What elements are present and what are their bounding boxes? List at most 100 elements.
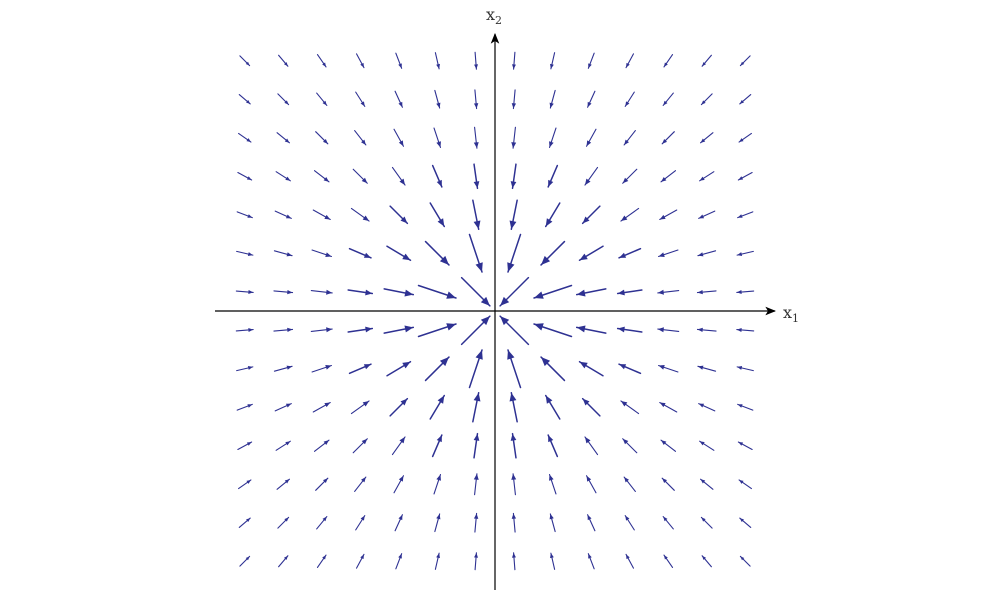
- field-arrow-head: [582, 216, 590, 224]
- field-arrow-head: [473, 392, 481, 402]
- field-arrow: [660, 170, 677, 183]
- field-arrow: [700, 93, 713, 106]
- field-arrow: [310, 289, 333, 295]
- field-arrow-head: [740, 61, 745, 66]
- field-arrow-head: [702, 555, 706, 560]
- field-arrow-head: [286, 365, 293, 370]
- field-arrow: [354, 129, 367, 146]
- field-arrow: [355, 515, 366, 531]
- field-arrow-head: [245, 61, 250, 66]
- field-arrow-head: [398, 475, 404, 482]
- field-arrow: [391, 166, 406, 186]
- field-arrow-head: [363, 252, 371, 258]
- field-arrow-head: [246, 479, 251, 484]
- field-arrow: [587, 52, 595, 69]
- field-arrow: [696, 289, 717, 295]
- field-arrow-head: [439, 255, 449, 265]
- field-arrow-head: [586, 140, 592, 147]
- field-arrow-head: [500, 316, 510, 326]
- field-arrow: [499, 315, 530, 346]
- field-arrow: [550, 552, 556, 570]
- field-arrow-head: [663, 555, 668, 560]
- field-arrow-head: [436, 179, 442, 187]
- field-arrow-head: [584, 178, 591, 186]
- field-arrow: [511, 473, 517, 496]
- field-arrow: [699, 478, 714, 490]
- field-arrow: [316, 54, 327, 68]
- field-arrow: [235, 327, 254, 332]
- field-arrow-head: [511, 142, 517, 149]
- field-arrow-head: [323, 177, 329, 182]
- field-arrow: [352, 438, 368, 454]
- field-arrow-head: [446, 323, 456, 331]
- field-arrow: [511, 51, 516, 70]
- field-arrow: [434, 89, 441, 109]
- field-arrow: [618, 247, 642, 259]
- field-arrow: [737, 403, 754, 411]
- field-arrow-head: [702, 62, 706, 67]
- field-arrow-head: [738, 176, 744, 180]
- field-arrow: [313, 439, 330, 452]
- field-arrow: [310, 327, 333, 333]
- field-arrow: [540, 240, 566, 266]
- field-arrow: [417, 323, 457, 338]
- field-arrow-head: [285, 403, 292, 408]
- field-arrow-head: [626, 62, 630, 68]
- field-arrow-head: [246, 442, 252, 446]
- field-arrow-head: [324, 214, 331, 220]
- field-arrow: [316, 554, 327, 568]
- field-arrow-head: [322, 478, 328, 484]
- field-arrow: [736, 366, 754, 372]
- field-arrow-head: [363, 364, 371, 370]
- field-arrow-head: [322, 100, 327, 106]
- field-arrow-head: [284, 138, 290, 143]
- field-arrow-head: [736, 290, 742, 295]
- field-arrow: [587, 514, 596, 532]
- field-arrow-head: [737, 252, 743, 256]
- field-arrow-head: [473, 433, 480, 441]
- field-arrow-head: [657, 289, 664, 295]
- field-arrow-head: [436, 102, 441, 109]
- field-arrow: [348, 363, 372, 375]
- field-arrow-head: [480, 296, 490, 306]
- x-axis-label: x1: [783, 303, 799, 325]
- field-arrow-head: [657, 327, 664, 333]
- field-arrow: [393, 128, 405, 147]
- field-arrow-head: [284, 479, 290, 484]
- field-arrow-head: [248, 327, 254, 332]
- field-arrow: [587, 553, 595, 570]
- field-arrow-head: [548, 179, 554, 187]
- field-arrow: [701, 54, 712, 67]
- field-arrow: [584, 166, 599, 186]
- field-arrow: [316, 515, 328, 530]
- field-arrow-head: [436, 553, 440, 559]
- field-arrow-head: [404, 289, 414, 297]
- field-arrow-head: [582, 398, 590, 406]
- field-arrow: [736, 250, 754, 256]
- field-arrow-head: [697, 365, 704, 370]
- field-arrow: [274, 210, 292, 219]
- field-arrow: [312, 209, 331, 221]
- field-arrow: [316, 92, 328, 106]
- field-arrow-head: [550, 553, 554, 559]
- field-arrow-head: [737, 366, 743, 370]
- field-arrow: [275, 171, 291, 182]
- field-arrow-head: [511, 64, 516, 70]
- field-arrow-head: [579, 253, 588, 261]
- field-arrow: [238, 94, 251, 105]
- field-arrow-head: [246, 138, 251, 143]
- field-arrow: [548, 127, 557, 148]
- field-arrow-head: [322, 555, 327, 560]
- field-arrow-head: [400, 216, 408, 224]
- field-arrow-head: [697, 252, 704, 257]
- field-arrow-head: [360, 515, 365, 521]
- field-arrow-head: [325, 252, 332, 257]
- field-arrow-head: [473, 473, 479, 480]
- field-arrow: [658, 249, 679, 258]
- field-arrow-head: [361, 438, 368, 445]
- field-arrow: [584, 436, 599, 456]
- field-arrow: [383, 325, 415, 334]
- field-arrow: [394, 90, 403, 108]
- field-arrow: [239, 55, 251, 67]
